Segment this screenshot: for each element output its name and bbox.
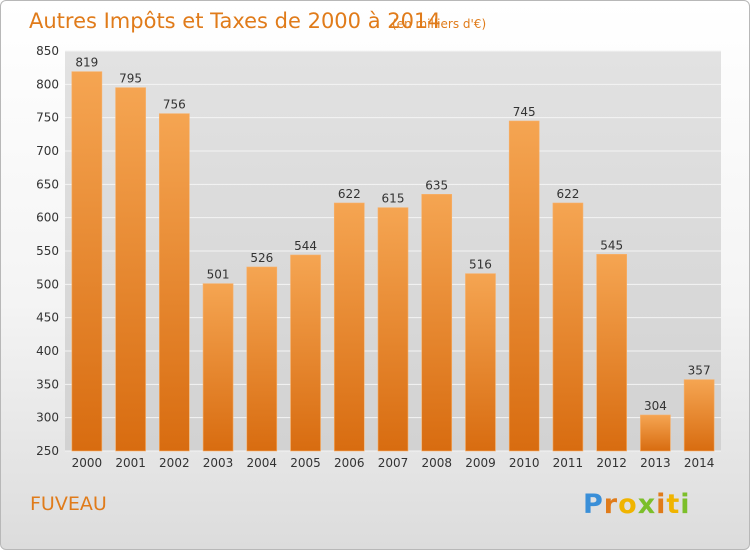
x-axis: 2000 2001 2002 2003 2004 2005 2006 2007 2008 2009…	[72, 456, 715, 470]
y-tick-label: 850	[36, 44, 59, 58]
x-tick-label: 2003	[203, 456, 234, 470]
bar-value-label: 622	[556, 187, 579, 201]
y-axis: 250 300 350 400 450 500 550 600 650 700 750 800 850	[36, 44, 59, 458]
bar-value-label: 526	[250, 251, 273, 265]
bar	[465, 273, 496, 452]
x-tick-label: 2009	[465, 456, 496, 470]
y-tick-label: 500	[36, 277, 59, 291]
bar-series: 819 795 756 501 526 544 622 615 635 516 745 622 545 3…	[71, 56, 715, 452]
x-tick-label: 2013	[640, 456, 671, 470]
bar-value-label: 545	[600, 238, 623, 252]
x-tick-label: 2007	[378, 456, 409, 470]
bar	[377, 207, 409, 452]
bar-value-label: 622	[338, 187, 361, 201]
bar	[290, 254, 321, 452]
y-tick-label: 400	[36, 344, 59, 358]
y-tick-label: 600	[36, 211, 59, 225]
y-tick-label: 800	[36, 77, 59, 91]
bar	[552, 202, 584, 452]
bar-value-label: 635	[425, 178, 448, 192]
y-tick-label: 750	[36, 111, 59, 125]
bar-value-label: 544	[294, 239, 317, 253]
x-tick-label: 2008	[421, 456, 452, 470]
bar	[71, 71, 103, 452]
bar	[333, 202, 365, 452]
x-tick-label: 2006	[334, 456, 365, 470]
bar-value-label: 304	[644, 399, 667, 413]
y-tick-label: 300	[36, 411, 59, 425]
bar	[508, 120, 540, 452]
bar-value-label: 357	[688, 364, 711, 378]
bar-value-label: 795	[119, 72, 142, 86]
bar-value-label: 745	[513, 105, 536, 119]
bar-value-label: 501	[207, 268, 230, 282]
x-tick-label: 2001	[115, 456, 146, 470]
x-tick-label: 2005	[290, 456, 321, 470]
bar	[683, 379, 715, 452]
commune-label: FUVEAU	[30, 493, 107, 515]
bar-value-label: 615	[382, 192, 405, 206]
x-tick-label: 2000	[72, 456, 103, 470]
bar	[640, 414, 671, 452]
y-tick-label: 650	[36, 177, 59, 191]
proxiti-logo: Proxiti	[583, 489, 691, 520]
bar	[202, 283, 234, 452]
y-tick-label: 450	[36, 311, 59, 325]
x-tick-label: 2010	[509, 456, 540, 470]
x-tick-label: 2012	[596, 456, 627, 470]
x-tick-label: 2004	[247, 456, 278, 470]
bar-value-label: 516	[469, 258, 492, 272]
y-tick-label: 350	[36, 377, 59, 391]
bar	[115, 87, 146, 452]
y-tick-label: 250	[36, 444, 59, 458]
y-tick-label: 700	[36, 144, 59, 158]
bar	[246, 266, 278, 452]
y-tick-label: 550	[36, 244, 59, 258]
x-tick-label: 2014	[684, 456, 715, 470]
chart-subtitle: (en milliers d'€)	[392, 17, 486, 31]
bar-value-label: 819	[75, 56, 98, 70]
bar	[421, 194, 453, 452]
x-tick-label: 2002	[159, 456, 190, 470]
bar	[159, 113, 190, 452]
bar	[596, 254, 627, 452]
x-tick-label: 2011	[553, 456, 584, 470]
bar-value-label: 756	[163, 98, 186, 112]
chart-title: Autres Impôts et Taxes de 2000 à 2014	[29, 9, 441, 33]
